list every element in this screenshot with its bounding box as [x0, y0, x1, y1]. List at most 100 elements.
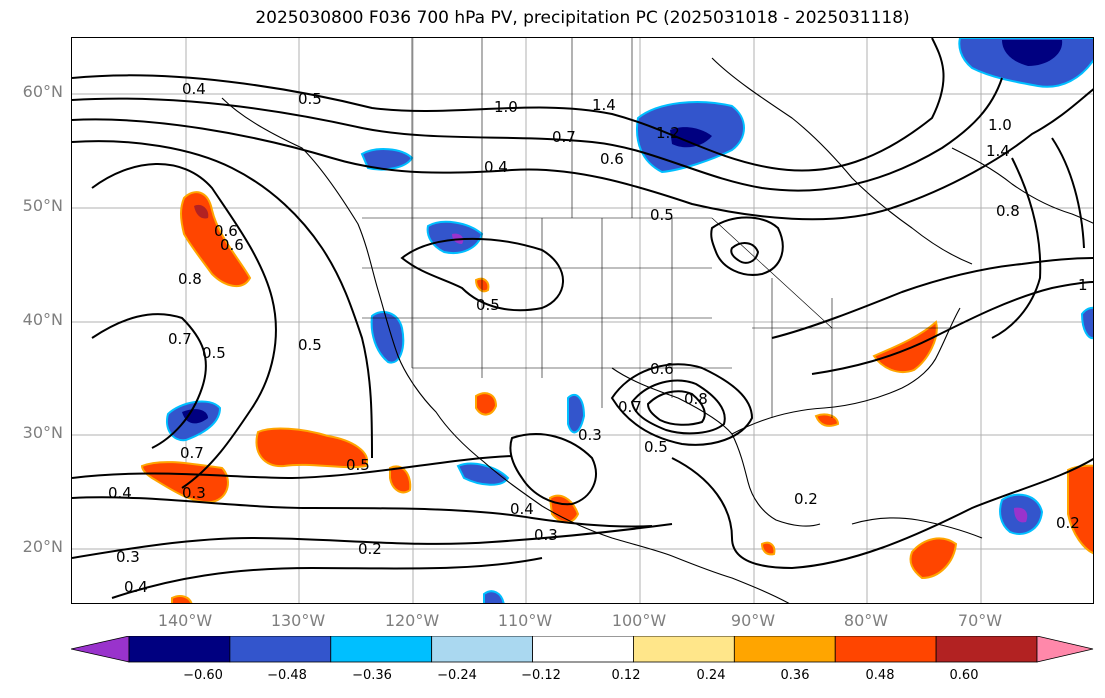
colorbar-tick-label: −0.24 [437, 668, 477, 683]
colorbar-cells [71, 636, 1094, 663]
colorbar-cell [330, 636, 433, 663]
contour-label: 0.2 [794, 490, 818, 508]
contour-label: 0.5 [644, 438, 668, 456]
fill-neg-california [370, 311, 405, 364]
political-borders [362, 38, 952, 418]
contour-label: 0.8 [996, 202, 1020, 220]
colorbar-tick-label: −0.60 [183, 668, 223, 683]
colorbar-tick-label: 0.60 [949, 668, 979, 683]
pv-contours [72, 38, 1093, 599]
fill-neg-texas [567, 393, 586, 434]
lat-label-50n: 50°N [22, 196, 63, 215]
contour-label: 0.3 [182, 484, 206, 502]
fill-pos-gulf [814, 413, 840, 427]
lon-label-70w: 70°W [957, 611, 1003, 630]
fill-pos-subtropic-w2 [255, 427, 369, 469]
contour-label: 0.4 [510, 500, 534, 518]
fill-neg-labrador-core [1002, 40, 1063, 66]
contour-label: 0.2 [1056, 514, 1080, 532]
fill-pos-pacific-northwest [180, 191, 252, 288]
contour-label: 0.7 [180, 444, 204, 462]
contour-label: 0.7 [618, 398, 642, 416]
map-canvas: 0.4 0.5 1.0 1.4 1.2 0.7 0.6 0.4 0.5 1.0 … [72, 38, 1093, 603]
fill-neg-guatemala [483, 590, 505, 603]
colorbar-tick-label: 0.48 [865, 668, 895, 683]
contour-label: 1.4 [986, 142, 1010, 160]
contour-label: 0.5 [476, 296, 500, 314]
fill-neg-pacific-core [182, 409, 208, 424]
fill-neg-atlantic-core [1014, 507, 1028, 523]
colorbar-cell [935, 636, 1038, 663]
contour-label: 0.4 [182, 80, 206, 98]
map-panel: 0.4 0.5 1.0 1.4 1.2 0.7 0.6 0.4 0.5 1.0 … [71, 37, 1094, 604]
lon-label-110w: 110°W [497, 611, 553, 630]
colorbar-tick-label: −0.36 [352, 668, 392, 683]
colorbar-cell [532, 636, 634, 663]
contour-label: 0.2 [358, 540, 382, 558]
contour-label: 1.4 [592, 96, 616, 114]
contour-label: 0.6 [650, 360, 674, 378]
chart-title: 2025030800 F036 700 hPa PV, precipitatio… [255, 8, 910, 28]
fill-pos-small-3 [171, 595, 193, 603]
fill-neg-mexico-w [456, 462, 510, 486]
colorbar-tick-label: −0.12 [521, 668, 561, 683]
fill-pos-carolina [872, 320, 938, 374]
colorbar-tick-label: 0.12 [611, 668, 641, 683]
contour-label: 0.5 [298, 336, 322, 354]
fill-neg-hudson-core [670, 127, 712, 148]
contour-label: 1 [1078, 276, 1088, 294]
colorbar-cell [128, 636, 231, 663]
contour-label: 0.7 [168, 330, 192, 348]
contour-label: 0.4 [108, 484, 132, 502]
lon-label-100w: 100°W [611, 611, 667, 630]
fill-pos-baja-s [389, 465, 412, 494]
contour-label: 0.5 [298, 90, 322, 108]
contour-label: 1.2 [656, 124, 680, 142]
lon-label-120w: 120°W [384, 611, 440, 630]
lon-label-140w: 140°W [157, 611, 213, 630]
fill-neg-nj [1080, 306, 1093, 340]
colorbar-cell [834, 636, 937, 663]
lat-label-30n: 30°N [22, 423, 63, 442]
fill-pos-inner-nw [194, 204, 209, 219]
graticule [72, 38, 1093, 603]
contour-label: 0.3 [578, 426, 602, 444]
fill-pos-small-2 [760, 541, 776, 556]
contour-label: 0.7 [552, 128, 576, 146]
lat-label-60n: 60°N [22, 82, 63, 101]
colorbar-cell [633, 636, 735, 663]
fill-pos-baja [475, 392, 498, 416]
fill-pos-caribbean [909, 537, 958, 580]
contour-label: 0.4 [484, 158, 508, 176]
lat-label-40n: 40°N [22, 310, 63, 329]
contour-label: 0.3 [534, 526, 558, 544]
contour-label-group: 0.4 0.5 1.0 1.4 1.2 0.7 0.6 0.4 0.5 1.0 … [108, 80, 1088, 596]
colorbar-tick-label: 0.36 [780, 668, 810, 683]
coastlines [221, 57, 1093, 603]
contour-label: 0.3 [116, 548, 140, 566]
contour-label: 0.8 [684, 390, 708, 408]
lon-label-130w: 130°W [270, 611, 326, 630]
contour-label: 0.6 [214, 222, 238, 240]
colorbar-cell [733, 636, 836, 663]
fill-pos-subtropic-w1 [140, 461, 229, 504]
colorbar-extend-min [71, 636, 130, 663]
colorbar-cell [431, 636, 533, 663]
contour-label: 0.5 [202, 344, 226, 362]
contour-label: 0.5 [650, 206, 674, 224]
colorbar-cell [229, 636, 332, 663]
lon-label-80w: 80°W [843, 611, 889, 630]
precip-fills [140, 38, 1093, 603]
colorbar-tick-label: 0.24 [696, 668, 726, 683]
contour-label: 0.4 [124, 578, 148, 596]
contour-label: 0.5 [346, 456, 370, 474]
contour-label: 1.0 [988, 116, 1012, 134]
contour-label: 0.6 [220, 236, 244, 254]
colorbar [71, 636, 1094, 663]
colorbar-tick-label: −0.48 [267, 668, 307, 683]
contour-label: 1.0 [494, 98, 518, 116]
lon-label-90w: 90°W [730, 611, 776, 630]
lat-label-20n: 20°N [22, 537, 63, 556]
contour-label: 0.8 [178, 270, 202, 288]
colorbar-extend-max [1036, 636, 1094, 663]
